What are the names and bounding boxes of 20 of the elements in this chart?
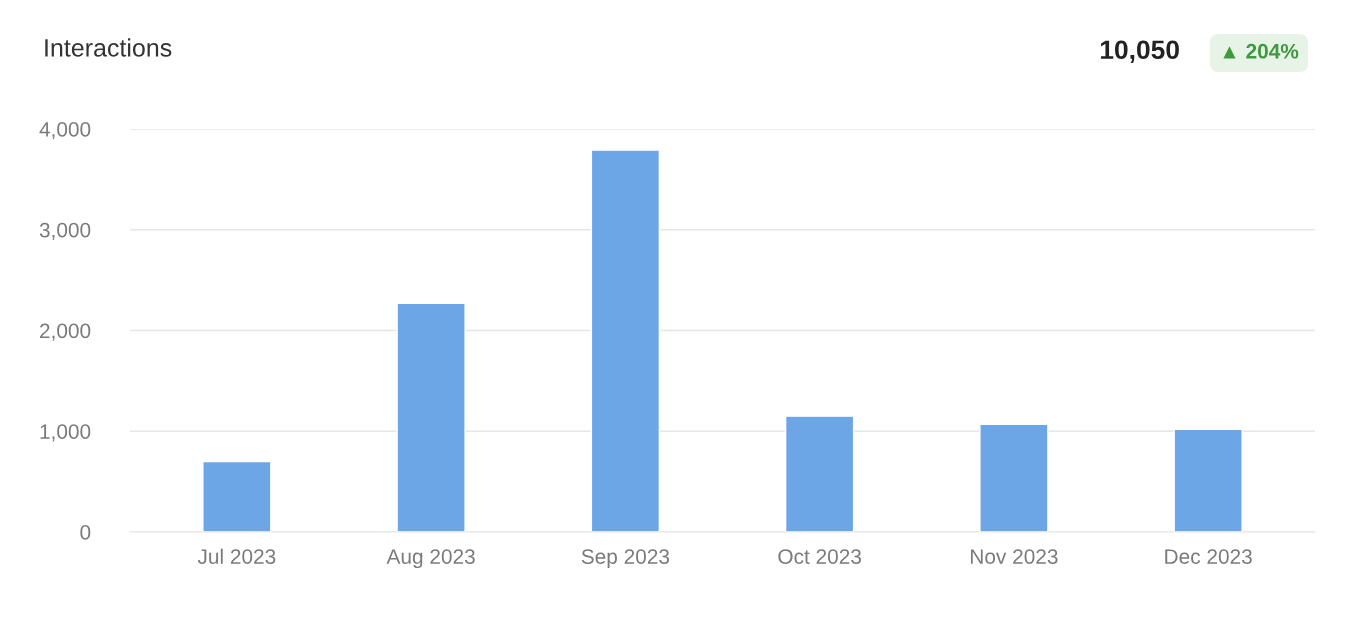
bar: [979, 423, 1049, 532]
bar: [590, 149, 661, 532]
text: 10,050: [1100, 40, 1179, 63]
bar: [784, 415, 855, 532]
x-tick-label: Aug 2023: [386, 549, 475, 569]
y-tick-label: 3,000: [39, 222, 91, 240]
y-tick-label: 0: [80, 525, 91, 540]
y-tick-label: 1,000: [40, 424, 91, 442]
bar: [202, 460, 272, 532]
y-tick-label: 4,000: [39, 122, 91, 140]
x-tick-label: Nov 2023: [971, 549, 1058, 564]
text: ▲ 204%: [1223, 43, 1299, 59]
x-tick-label: Dec 2023: [1165, 549, 1252, 564]
bar: [396, 302, 466, 532]
chart-title: Interactions: [45, 38, 172, 57]
x-tick-label: Oct 2023: [778, 549, 861, 564]
x-tick-label: Sep 2023: [581, 549, 670, 569]
bar: [1173, 428, 1243, 532]
x-tick-label: Jul 2023: [197, 548, 276, 564]
y-tick-label: 2,000: [40, 323, 91, 341]
